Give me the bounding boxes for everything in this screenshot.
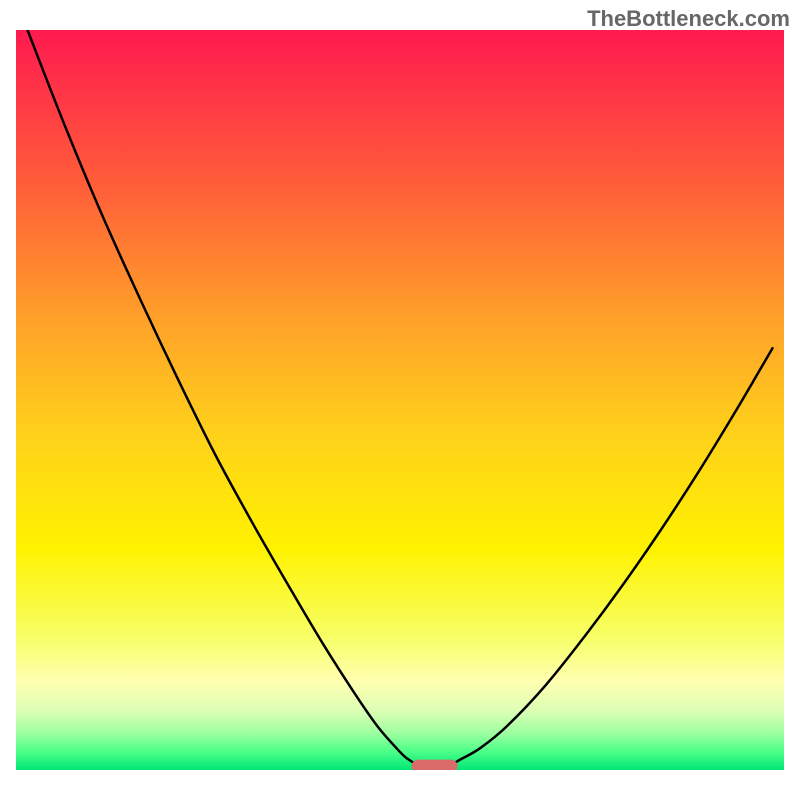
chart-svg — [16, 30, 784, 770]
watermark-text: TheBottleneck.com — [587, 6, 790, 32]
plot-area — [16, 30, 784, 770]
chart-container: TheBottleneck.com — [0, 0, 800, 800]
chart-background — [16, 30, 784, 770]
minimum-marker — [412, 760, 458, 770]
